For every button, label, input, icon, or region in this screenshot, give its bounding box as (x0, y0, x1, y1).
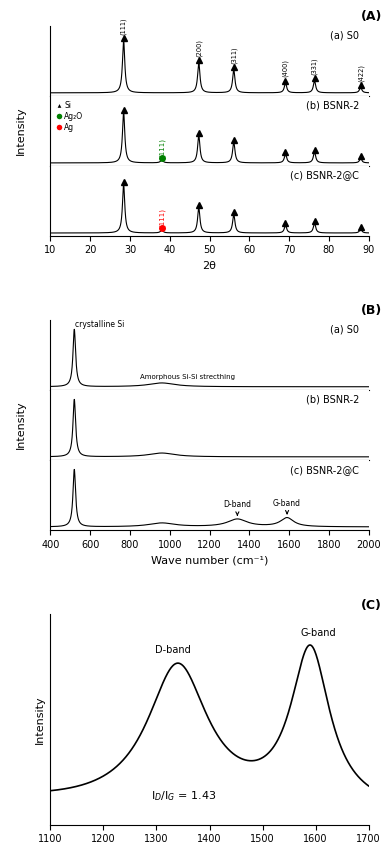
Text: (A): (A) (361, 10, 382, 23)
X-axis label: 2θ: 2θ (203, 261, 217, 271)
Text: D-band: D-band (154, 644, 190, 654)
Text: crystalline Si: crystalline Si (75, 320, 124, 329)
Text: (111): (111) (159, 139, 165, 157)
Text: (331): (331) (311, 58, 318, 75)
Y-axis label: Intensity: Intensity (35, 695, 45, 744)
Text: (B): (B) (361, 304, 382, 317)
Text: (c) BSNR-2@C: (c) BSNR-2@C (290, 171, 359, 180)
Text: Intensity: Intensity (16, 400, 26, 450)
Text: G-band: G-band (273, 499, 301, 514)
Text: (c) BSNR-2@C: (c) BSNR-2@C (290, 465, 359, 475)
Text: I$_D$/I$_G$ = 1.43: I$_D$/I$_G$ = 1.43 (151, 790, 217, 803)
Legend: Si, Ag₂O, Ag: Si, Ag₂O, Ag (54, 99, 85, 133)
Text: (422): (422) (357, 64, 364, 82)
X-axis label: Wave number (cm⁻¹): Wave number (cm⁻¹) (151, 555, 268, 565)
Text: Intensity: Intensity (16, 106, 26, 155)
Text: (C): (C) (361, 598, 382, 612)
Text: (b) BSNR-2: (b) BSNR-2 (306, 395, 359, 405)
Text: (111): (111) (159, 208, 165, 228)
Text: Amorphous Si-Si strecthing: Amorphous Si-Si strecthing (140, 374, 235, 380)
Text: (111): (111) (120, 17, 127, 35)
Text: (200): (200) (196, 39, 202, 57)
Text: D-band: D-band (223, 501, 251, 515)
Text: G-band: G-band (300, 628, 336, 638)
Text: (311): (311) (230, 47, 237, 64)
Text: (400): (400) (282, 60, 289, 77)
Text: (a) S0: (a) S0 (330, 325, 359, 335)
Text: (b) BSNR-2: (b) BSNR-2 (306, 100, 359, 110)
Text: (a) S0: (a) S0 (330, 31, 359, 41)
